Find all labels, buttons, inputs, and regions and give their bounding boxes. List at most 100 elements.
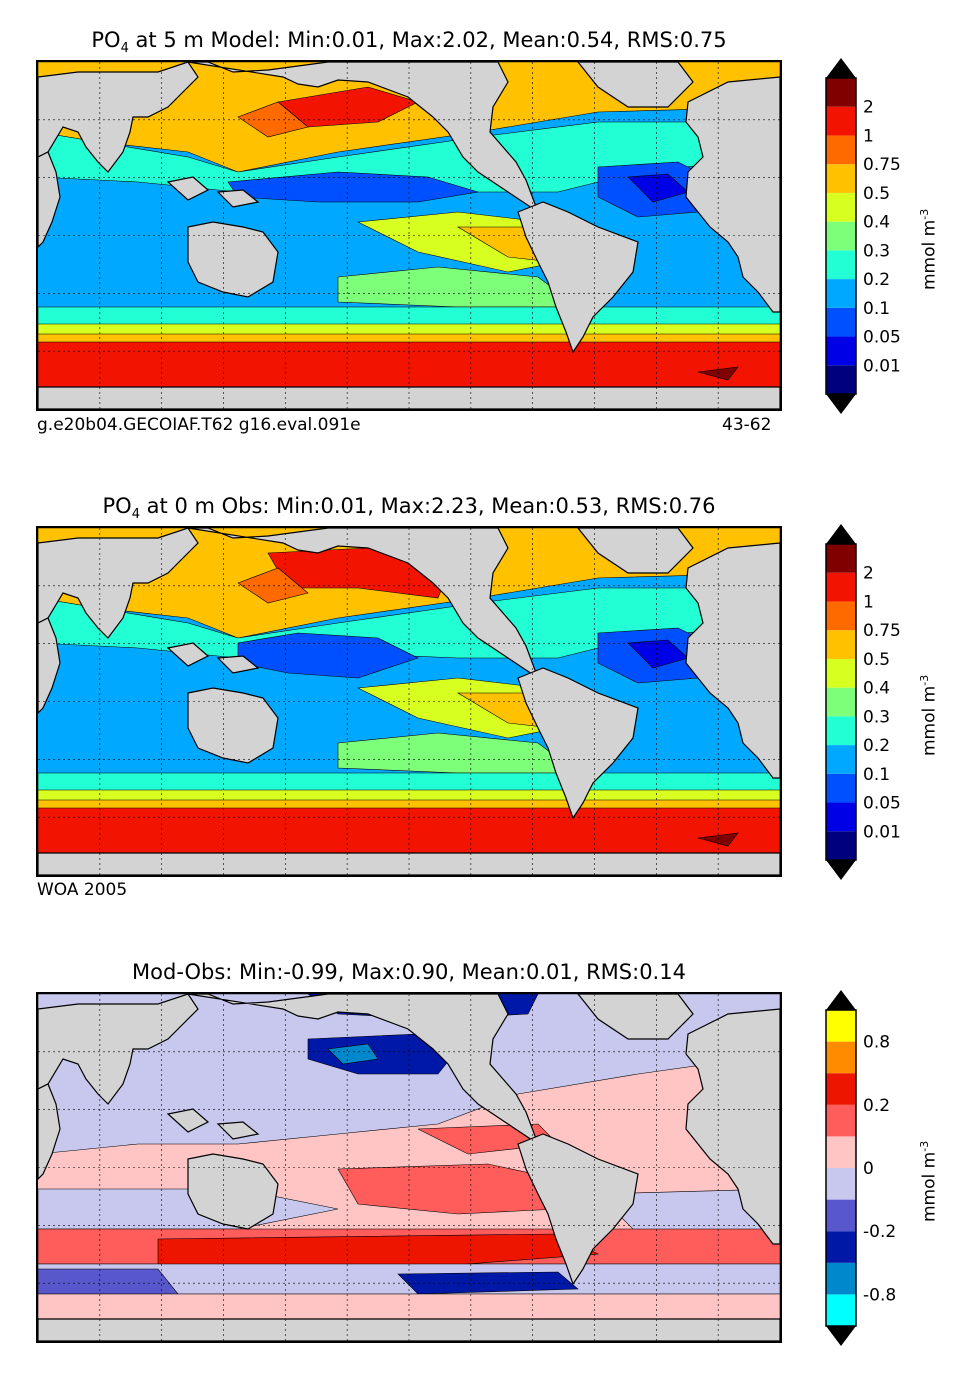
land-mass: [517, 201, 639, 354]
colorbar-tick-label: 0.5: [863, 650, 890, 670]
colorbar-bin: [826, 336, 856, 366]
title-subscript: 4: [131, 507, 140, 523]
colorbar-tick-label: 0.05: [863, 328, 901, 348]
title-prefix: PO: [91, 28, 121, 52]
colorbar-unit: mmol m-3: [918, 208, 940, 290]
land-mass: [685, 1008, 780, 1245]
colorbar-tick-label: 0.05: [863, 794, 901, 814]
colorbar-bin: [826, 164, 856, 193]
contour-region: [38, 1268, 179, 1295]
colorbar-tick-label: 0.2: [863, 736, 890, 756]
land-mass: [187, 528, 540, 680]
colorbar-bin: [826, 307, 856, 337]
title-subscript: 4: [120, 41, 129, 57]
colorbar-tick-label: 0.4: [863, 679, 890, 699]
colorbar-tick-label: -0.8: [863, 1285, 896, 1305]
colorbar-bin: [826, 192, 856, 222]
contour-region: [237, 567, 309, 604]
colorbar-bin: [826, 221, 856, 251]
colorbar-tick-label: 0.4: [863, 213, 890, 233]
footer-run-id: g.e20b04.GECOIAF.T62 g16.eval.091e: [37, 415, 361, 435]
land-mass: [166, 642, 210, 667]
land-mass: [166, 176, 210, 201]
title-prefix: PO: [102, 494, 132, 518]
colorbar-tick-label: 0.2: [863, 1096, 890, 1116]
colorbar-obs: 0.01 0.05 0.1 0.2 0.3 0.4 0.5 0.75 1 2: [825, 524, 901, 880]
colorbar-extend-max: [826, 58, 856, 78]
land-mass: [187, 1153, 279, 1230]
colorbar-bin: [826, 1199, 856, 1232]
colorbar-unit: mmol m-3: [918, 1140, 940, 1222]
colorbar-bin: [826, 1104, 856, 1137]
land-mass: [187, 62, 540, 214]
map-model: [36, 60, 782, 411]
land-mass: [216, 1121, 260, 1140]
land-mass: [216, 189, 260, 208]
colorbar-tick-label: 0.5: [863, 184, 890, 204]
colorbar-extend-min: [826, 860, 856, 880]
land-mass: [38, 62, 199, 173]
land-mass: [517, 667, 639, 820]
colorbar-bin: [826, 1294, 856, 1326]
colorbar-tick-label: 0.1: [863, 299, 890, 319]
colorbar-bin: [826, 773, 856, 803]
colorbar-frame: [825, 77, 857, 395]
land-mass: [187, 994, 540, 1146]
colorbar-bin: [826, 135, 856, 165]
land-mass: [38, 994, 199, 1105]
colorbar-tick-label: 0.01: [863, 356, 901, 376]
map-plot: [38, 62, 780, 409]
colorbar-frame: [825, 1009, 857, 1327]
colorbar-tick-label: 2: [863, 98, 874, 118]
colorbar-bin: [826, 78, 856, 107]
colorbar-bin: [826, 544, 856, 573]
map-plot: [38, 994, 780, 1341]
colorbar-bin: [826, 1073, 856, 1105]
title-text: Mod-Obs: Min:-0.99, Max:0.90, Mean:0.01,…: [132, 960, 686, 984]
colorbar-tick-label: 0.75: [863, 155, 901, 175]
colorbar-frame: [825, 543, 857, 861]
contour-region: [597, 1188, 780, 1235]
colorbar-bin: [826, 831, 856, 860]
colorbar-tick-label: 0.1: [863, 765, 890, 785]
land-mass: [38, 528, 199, 639]
colorbar-extend-min: [826, 1326, 856, 1346]
colorbar-bin: [826, 1231, 856, 1263]
colorbar-tick-label: 0.8: [863, 1033, 890, 1053]
colorbar-bin: [826, 716, 856, 746]
colorbar-bin: [826, 1168, 856, 1200]
map-obs: [36, 526, 782, 877]
colorbar-bin: [826, 1136, 856, 1168]
land-mass: [38, 151, 61, 248]
colorbar-tick-label: 0.3: [863, 707, 890, 727]
colorbar-tick-label: 0.3: [863, 241, 890, 261]
land-mass: [187, 221, 279, 298]
colorbar-bin: [826, 658, 856, 688]
title-text: at 0 m Obs: Min:0.01, Max:2.23, Mean:0.5…: [139, 494, 716, 518]
colorbar-tick-label: 1: [863, 126, 874, 146]
colorbar-tick-label: 2: [863, 564, 874, 584]
land-mass: [577, 62, 694, 108]
colorbar-diff: -0.8 -0.2 0 0.2 0.8: [825, 990, 896, 1346]
land-mass: [517, 1133, 639, 1286]
colorbar-tick-label: 0.01: [863, 822, 901, 842]
colorbar-tick-label: 0.2: [863, 270, 890, 290]
land-mass: [38, 1083, 61, 1180]
colorbar-bin: [826, 365, 856, 394]
land-mass: [577, 528, 694, 574]
land-mass: [685, 76, 780, 313]
colorbar-tick-label: 0: [863, 1159, 874, 1179]
colorbar-bin: [826, 687, 856, 717]
contour-region: [237, 101, 309, 138]
land-mass: [685, 542, 780, 779]
footer-years: 43-62: [722, 415, 772, 435]
panel-title: Mod-Obs: Min:-0.99, Max:0.90, Mean:0.01,…: [36, 960, 782, 984]
colorbar-extend-min: [826, 394, 856, 414]
colorbar-bin: [826, 1010, 856, 1042]
colorbar-bin: [826, 601, 856, 631]
panel-title: PO4 at 5 m Model: Min:0.01, Max:2.02, Me…: [36, 28, 782, 56]
colorbar-bin: [826, 106, 856, 136]
panel-title: PO4 at 0 m Obs: Min:0.01, Max:2.23, Mean…: [36, 494, 782, 522]
colorbar-bin: [826, 745, 856, 774]
colorbar-bin: [826, 279, 856, 308]
